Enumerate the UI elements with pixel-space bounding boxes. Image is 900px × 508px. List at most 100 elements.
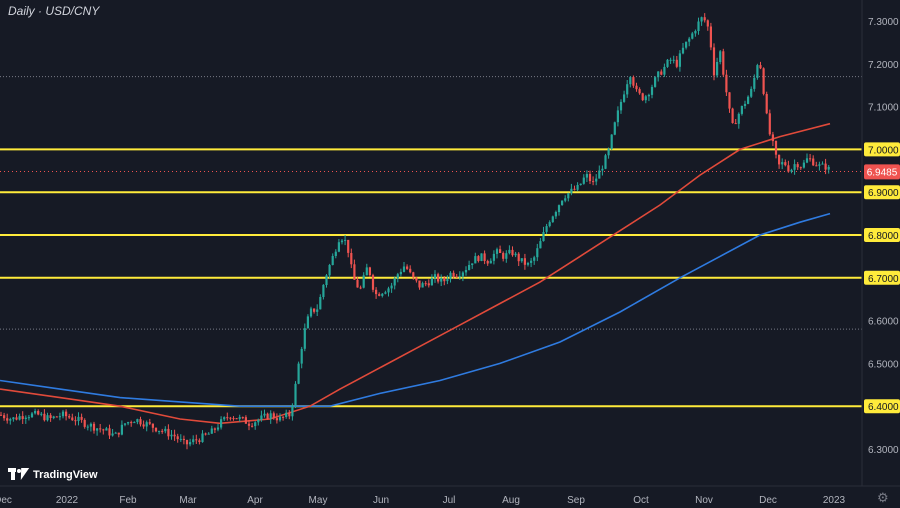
candle-body [601, 168, 604, 171]
candle-body [117, 432, 120, 435]
candle-body [573, 188, 576, 190]
time-axis-tick-label: 2023 [823, 495, 846, 506]
gear-icon[interactable]: ⚙ [877, 490, 889, 505]
candle-body [461, 272, 464, 277]
candle-body [201, 433, 204, 443]
candle-body [582, 177, 585, 184]
price-level-badge [864, 142, 900, 157]
candle-body [725, 74, 728, 93]
candle-body [12, 417, 15, 420]
candle-body [464, 270, 468, 273]
candle-body [728, 92, 731, 109]
candle-body [495, 249, 499, 254]
time-axis-tick-label: Oct [633, 495, 649, 506]
time-axis[interactable]: Dec 2022 Feb Mar Apr May Jun Jul Aug Sep Oct Nov Dec… [0, 495, 846, 506]
candle-body [697, 21, 700, 31]
candle-body [102, 429, 105, 431]
candle-body [114, 432, 117, 434]
candle-body [185, 440, 189, 445]
candle-body [356, 279, 359, 288]
candle-body [440, 278, 443, 282]
candle-body [762, 68, 765, 94]
candle-body [446, 279, 449, 282]
price-axis-tick-label: 6.4000 [868, 402, 899, 413]
candle-body [27, 417, 30, 419]
candle-body [167, 428, 170, 437]
candle-body [480, 253, 483, 261]
candle-body [815, 165, 818, 167]
candle-body [365, 267, 368, 276]
candle-body [579, 183, 582, 185]
time-axis-tick-label: Mar [179, 495, 197, 506]
candle-body [272, 413, 275, 419]
price-axis-tick-label: 7.3000 [868, 17, 899, 28]
price-axis[interactable]: 7.3000 7.2000 7.1000 7.0000 6.9000 6.8000 6.70… [864, 17, 900, 456]
candle-body [151, 423, 154, 428]
candle-body [136, 419, 139, 423]
candle-body [647, 94, 650, 97]
candle-body [421, 283, 424, 288]
candle-body [213, 428, 216, 430]
candle-body [415, 277, 418, 281]
candle-body [809, 158, 812, 160]
candle-body [675, 59, 678, 67]
candle-body [709, 26, 712, 48]
candle-body [402, 266, 406, 272]
candle-body [409, 268, 412, 273]
candle-body [619, 101, 623, 111]
candle-body [784, 162, 787, 166]
candle-body [74, 420, 77, 422]
candle-body [406, 266, 409, 269]
candle-body [666, 59, 669, 67]
candle-body [120, 424, 123, 435]
candle-body [660, 71, 663, 75]
candle-body [505, 253, 508, 259]
time-axis-tick-label: May [309, 495, 328, 506]
time-axis-tick-label: Dec [759, 495, 777, 506]
candle-body [257, 419, 260, 423]
candle-body [638, 89, 641, 94]
candle-body [390, 285, 393, 289]
ma-long-line [0, 212, 831, 407]
ma-short-line [0, 122, 831, 425]
candle-body [6, 418, 9, 421]
candle-body [260, 415, 263, 420]
candle-body [542, 232, 545, 242]
candle-body [226, 417, 229, 419]
candle-body [740, 106, 743, 114]
candle-body [322, 284, 325, 297]
candle-body [244, 417, 247, 424]
tradingview-logo[interactable]: TradingView [8, 466, 98, 484]
candle-body [452, 272, 455, 277]
price-axis-tick-label: 6.9000 [868, 188, 899, 199]
candle-body [737, 113, 740, 124]
candle-body [530, 260, 533, 263]
candle-body [263, 413, 266, 416]
candle-body [43, 413, 46, 421]
candle-body [418, 280, 421, 288]
price-axis-tick-label: 6.7000 [868, 274, 899, 285]
candle-body [337, 242, 340, 252]
candle-body [523, 258, 526, 265]
candle-body [557, 205, 561, 213]
candle-body [719, 51, 722, 62]
candle-body [585, 174, 588, 178]
candles [0, 13, 830, 450]
candle-body [30, 413, 34, 418]
candle-body [592, 181, 595, 183]
candle-body [313, 308, 316, 312]
candle-body [381, 293, 384, 296]
candle-body [384, 292, 387, 294]
candle-body [567, 193, 570, 199]
horizontal-levels[interactable] [0, 148, 862, 408]
candle-body [393, 278, 396, 286]
candle-body [548, 222, 551, 227]
candle-body [99, 428, 102, 430]
candle-body [148, 422, 151, 424]
candle-body [610, 134, 613, 149]
current-price-label: 6.9485 [864, 164, 900, 180]
candle-body [778, 154, 781, 165]
candle-body [514, 253, 517, 256]
candle-body [734, 123, 737, 125]
